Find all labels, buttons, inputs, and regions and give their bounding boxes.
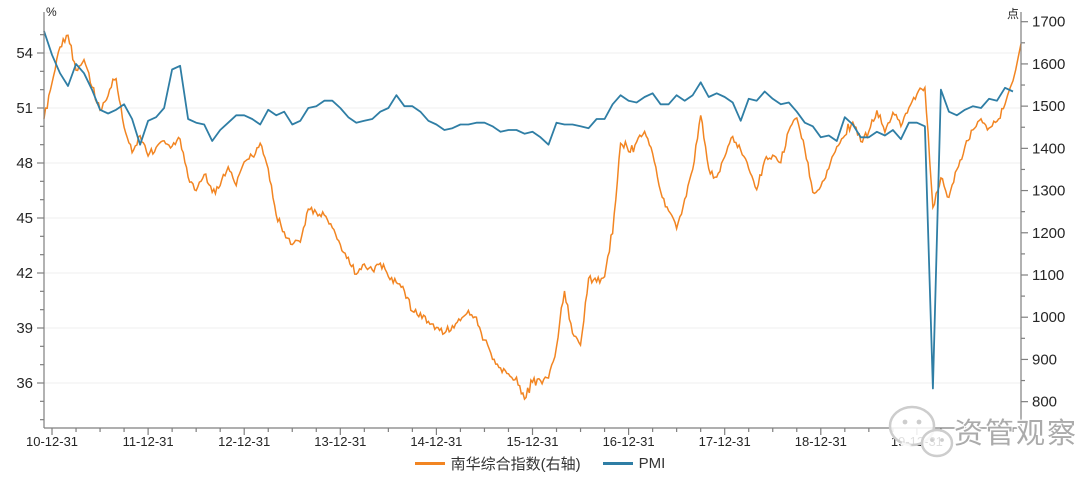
svg-text:19-12-31: 19-12-31 bbox=[891, 434, 943, 449]
legend-swatch-pmi-line bbox=[602, 462, 633, 465]
svg-text:48: 48 bbox=[16, 155, 33, 172]
left-axis-unit-label: % bbox=[46, 5, 57, 19]
svg-text:54: 54 bbox=[16, 45, 33, 62]
legend-item-nanhua-index: 南华综合指数(右轴) bbox=[414, 453, 581, 474]
svg-text:16-12-31: 16-12-31 bbox=[603, 434, 655, 449]
svg-text:12-12-31: 12-12-31 bbox=[218, 434, 270, 449]
svg-text:13-12-31: 13-12-31 bbox=[314, 434, 366, 449]
svg-text:1500: 1500 bbox=[1032, 98, 1065, 115]
svg-text:1400: 1400 bbox=[1032, 140, 1065, 157]
svg-text:1700: 1700 bbox=[1032, 14, 1065, 31]
svg-text:45: 45 bbox=[16, 210, 33, 227]
svg-text:1100: 1100 bbox=[1032, 267, 1064, 284]
series-pmi-line bbox=[43, 30, 1014, 390]
svg-text:15-12-31: 15-12-31 bbox=[506, 434, 558, 449]
svg-text:11-12-31: 11-12-31 bbox=[123, 434, 174, 449]
svg-text:18-12-31: 18-12-31 bbox=[795, 434, 847, 449]
svg-text:51: 51 bbox=[16, 100, 33, 117]
svg-text:1300: 1300 bbox=[1032, 183, 1065, 200]
svg-text:39: 39 bbox=[16, 320, 33, 337]
legend-swatch-nanhua-line bbox=[414, 462, 445, 465]
svg-text:900: 900 bbox=[1032, 351, 1057, 368]
series-nanhua-index-line bbox=[43, 34, 1022, 401]
svg-text:42: 42 bbox=[16, 265, 33, 282]
svg-text:17-12-31: 17-12-31 bbox=[699, 434, 751, 449]
legend-label-nanhua-index: 南华综合指数(右轴) bbox=[450, 456, 581, 473]
svg-text:1600: 1600 bbox=[1032, 56, 1065, 73]
legend-item-pmi: PMI bbox=[602, 455, 666, 472]
svg-text:1200: 1200 bbox=[1032, 225, 1065, 242]
svg-text:36: 36 bbox=[16, 375, 33, 392]
svg-text:10-12-31: 10-12-31 bbox=[26, 434, 78, 449]
svg-text:800: 800 bbox=[1032, 394, 1057, 411]
right-axis-unit-label: 点 bbox=[1006, 7, 1019, 21]
legend: 南华综合指数(右轴) PMI bbox=[0, 453, 1080, 474]
svg-text:14-12-31: 14-12-31 bbox=[410, 434, 462, 449]
svg-text:1000: 1000 bbox=[1032, 309, 1065, 326]
legend-label-pmi: PMI bbox=[638, 455, 666, 472]
